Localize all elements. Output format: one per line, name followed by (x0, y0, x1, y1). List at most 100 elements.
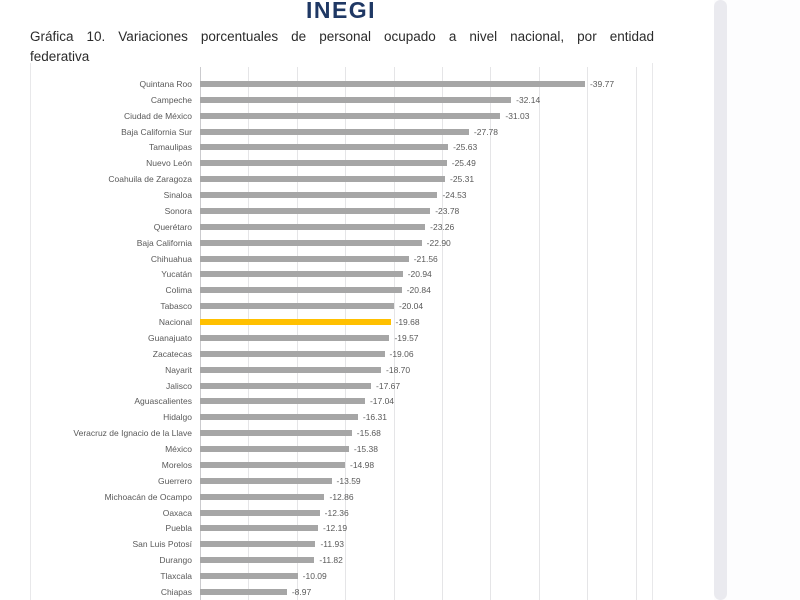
value-label: -23.78 (435, 205, 460, 216)
gridline (345, 67, 347, 600)
chart-row: Chiapas -8.97 (30, 584, 652, 600)
bar-wrap: -14.98 (200, 457, 374, 473)
bar (200, 573, 298, 580)
chart-row: Quintana Roo -39.77 (30, 76, 652, 92)
category-label: Nacional (158, 317, 192, 328)
bar-wrap: -20.04 (200, 298, 423, 314)
bar (200, 303, 394, 310)
bar-wrap: -15.68 (200, 425, 381, 441)
value-label: -12.19 (322, 523, 348, 534)
category-label: Chihuahua (150, 253, 192, 264)
chart-row: Nayarit -18.70 (30, 362, 652, 378)
category-label: Morelos (161, 459, 192, 470)
category-label: Querétaro (153, 221, 192, 232)
value-label: -13.59 (336, 475, 361, 486)
chart-row: Zacatecas -19.06 (30, 346, 652, 362)
category-label: Zacatecas (152, 348, 192, 359)
value-label: -27.78 (473, 126, 499, 137)
scrollbar-track[interactable] (714, 0, 727, 600)
chart-row: Michoacán de Ocampo -12.86 (30, 489, 652, 505)
bar-wrap: -11.93 (200, 536, 344, 552)
chart-row: Morelos -14.98 (30, 457, 652, 473)
gridline (442, 67, 443, 600)
category-label: Aguascalientes (134, 396, 192, 407)
bar (200, 128, 469, 135)
bar (200, 334, 390, 341)
bar (200, 350, 385, 357)
gridline (296, 67, 298, 600)
bar-wrap: -23.78 (200, 203, 459, 219)
value-label: -21.56 (413, 253, 438, 264)
chart-gridlines (200, 67, 652, 600)
value-label: -19.68 (395, 317, 420, 328)
bar-wrap: -12.19 (200, 521, 347, 537)
bar-wrap: -20.94 (200, 267, 432, 283)
chart-row: Aguascalientes -17.04 (30, 394, 652, 410)
value-label: -15.38 (353, 444, 378, 455)
bar (200, 176, 445, 183)
value-label: -15.68 (356, 428, 381, 439)
category-label: Tabasco (160, 301, 192, 312)
bar-wrap: -20.84 (200, 282, 431, 298)
chart-title-line-1: Gráfica 10. Variaciones porcentuales de … (30, 29, 654, 44)
bar (200, 509, 320, 516)
bar-wrap: -10.09 (200, 568, 327, 584)
chart-row: Jalisco -17.67 (30, 378, 652, 394)
bar-wrap: -31.03 (200, 108, 529, 124)
bar (200, 192, 438, 199)
bar-wrap: -27.78 (200, 124, 498, 140)
value-label: -32.14 (516, 94, 541, 105)
gridline (587, 67, 589, 600)
bar-wrap: -25.49 (200, 155, 476, 171)
bar-wrap: -18.70 (200, 362, 410, 378)
bar (200, 255, 409, 262)
category-label: Chiapas (160, 586, 192, 597)
category-label: Campeche (150, 94, 192, 105)
category-label: Guerrero (157, 475, 192, 486)
value-label: -25.49 (451, 158, 476, 169)
gridline (490, 67, 492, 600)
bar (200, 525, 318, 532)
value-label: -31.03 (505, 110, 530, 121)
category-label: Nayarit (165, 364, 192, 375)
chart-row: Nacional -19.68 (30, 314, 652, 330)
bar-wrap: -17.04 (200, 394, 394, 410)
category-label: Coahuila de Zaragoza (108, 174, 192, 185)
chart-row: Veracruz de Ignacio de la Llave -15.68 (30, 425, 652, 441)
category-label: Veracruz de Ignacio de la Llave (73, 428, 192, 439)
right-gutter (727, 0, 800, 600)
value-label: -8.97 (291, 586, 312, 597)
bar-wrap: -23.26 (200, 219, 454, 235)
value-label: -39.77 (589, 78, 615, 89)
chart-row: Ciudad de México -31.03 (30, 108, 652, 124)
bar (200, 144, 449, 151)
chart-row: Coahuila de Zaragoza -25.31 (30, 171, 652, 187)
chart-title: Gráfica 10. Variaciones porcentuales de … (30, 27, 654, 66)
bar (200, 207, 431, 214)
bar (200, 239, 422, 246)
category-label: Durango (159, 555, 192, 566)
bar (200, 96, 512, 103)
category-label: Sonora (164, 205, 192, 216)
value-label: -18.70 (386, 364, 411, 375)
value-label: -12.36 (324, 507, 349, 518)
bar-wrap: -19.68 (200, 314, 420, 330)
bar-wrap: -32.14 (200, 92, 540, 108)
category-label: San Luis Potosí (132, 539, 192, 550)
bar (200, 461, 345, 468)
gridline (248, 67, 250, 600)
bar-wrap: -12.36 (200, 505, 349, 521)
chart-row: Nuevo León -25.49 (30, 155, 652, 171)
bar (200, 366, 382, 373)
gridline (538, 67, 540, 600)
bar-wrap: -22.90 (200, 235, 451, 251)
bar-highlight (200, 319, 391, 326)
chart-row: Oaxaca -12.36 (30, 505, 652, 521)
value-label: -11.93 (320, 539, 344, 550)
bar-wrap: -25.63 (200, 140, 477, 156)
bar-wrap: -19.06 (200, 346, 414, 362)
chart-row: Tabasco -20.04 (30, 298, 652, 314)
category-label: Baja California (136, 237, 192, 248)
chart-row: Sonora -23.78 (30, 203, 652, 219)
chart-row: Campeche -32.14 (30, 92, 652, 108)
